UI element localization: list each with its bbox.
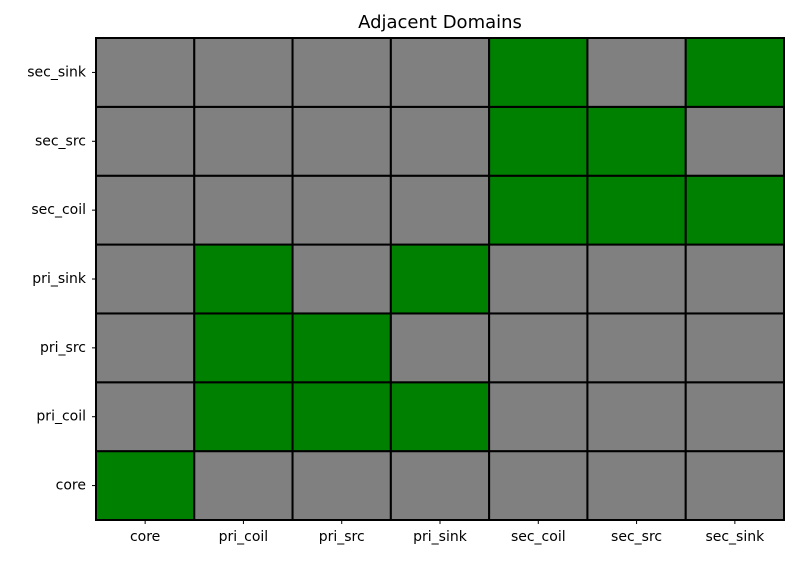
heatmap-cell: [684, 37, 786, 108]
heatmap-cell: [586, 174, 687, 246]
x-tick-label: sec_coil: [511, 529, 566, 545]
heatmap-cell: [389, 381, 491, 453]
heatmap-cell: [193, 174, 294, 246]
heatmap-cell: [389, 105, 491, 177]
heatmap-cell: [193, 37, 294, 108]
heatmap-cell: [389, 450, 491, 521]
heatmap-cell: [291, 450, 392, 521]
heatmap-cell: [193, 312, 294, 384]
heatmap-cell: [586, 381, 687, 453]
heatmap-cell: [684, 174, 786, 246]
heatmap-cell: [95, 450, 196, 521]
heatmap-cell: [291, 381, 392, 453]
heatmap-cell: [389, 174, 491, 246]
y-tick-label: sec_coil: [31, 202, 86, 218]
heatmap-cell: [684, 450, 786, 521]
heatmap-cell: [95, 174, 196, 246]
x-tick-label: sec_src: [611, 529, 662, 545]
heatmap-cell: [291, 243, 392, 315]
x-tick-label: pri_src: [319, 529, 365, 545]
heatmap-cell: [488, 243, 589, 315]
heatmap-cell: [488, 174, 589, 246]
heatmap-cell: [684, 243, 786, 315]
heatmap-cell: [586, 450, 687, 521]
heatmap-cell: [95, 37, 196, 108]
heatmap-cell: [389, 37, 491, 108]
heatmap-cell: [193, 105, 294, 177]
heatmap-cell: [193, 381, 294, 453]
heatmap-cell: [684, 381, 786, 453]
y-tick-label: core: [56, 478, 86, 494]
y-tick-label: pri_coil: [36, 409, 86, 425]
heatmap-cell: [291, 37, 392, 108]
heatmap-cell: [291, 105, 392, 177]
heatmap-cell: [684, 312, 786, 384]
y-tick-label: sec_src: [35, 133, 86, 149]
heatmap-cell: [586, 312, 687, 384]
heatmap-cell: [586, 105, 687, 177]
x-tick-label: sec_sink: [705, 529, 765, 545]
heatmap-cell: [193, 450, 294, 521]
heatmap-cell: [586, 243, 687, 315]
heatmap-cell: [488, 312, 589, 384]
y-tick-label: sec_sink: [27, 64, 87, 80]
heatmap-cell: [95, 381, 196, 453]
heatmap-cell: [488, 381, 589, 453]
heatmap-cell: [95, 243, 196, 315]
heatmap-cell: [95, 312, 196, 384]
heatmap-cell: [488, 37, 589, 108]
x-tick-label: pri_coil: [219, 529, 269, 545]
heatmap-cell: [193, 243, 294, 315]
heatmap-cell: [95, 105, 196, 177]
x-tick-label: core: [130, 529, 160, 545]
heatmap-cell: [684, 105, 786, 177]
heatmap-cell: [389, 312, 491, 384]
heatmap-cell: [291, 312, 392, 384]
heatmap-cell: [488, 105, 589, 177]
chart-title: Adjacent Domains: [358, 12, 522, 33]
y-tick-label: pri_src: [40, 340, 86, 356]
y-tick-label: pri_sink: [32, 271, 87, 287]
heatmap-cell: [389, 243, 491, 315]
heatmap-cell: [586, 37, 687, 108]
heatmap-cell: [488, 450, 589, 521]
heatmap-cell: [291, 174, 392, 246]
x-tick-label: pri_sink: [413, 529, 468, 545]
